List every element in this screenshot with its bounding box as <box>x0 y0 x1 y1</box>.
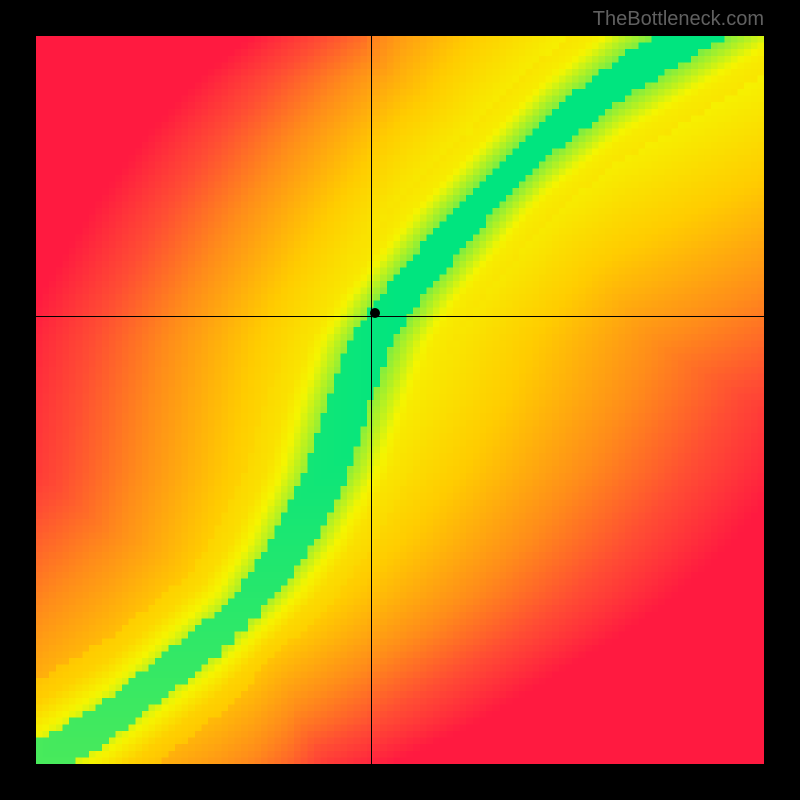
crosshair-horizontal <box>36 316 764 317</box>
crosshair-vertical <box>371 36 372 764</box>
bottleneck-heatmap <box>36 36 764 764</box>
selection-marker <box>370 308 380 318</box>
watermark-text: TheBottleneck.com <box>593 8 764 31</box>
heatmap-canvas <box>36 36 764 764</box>
